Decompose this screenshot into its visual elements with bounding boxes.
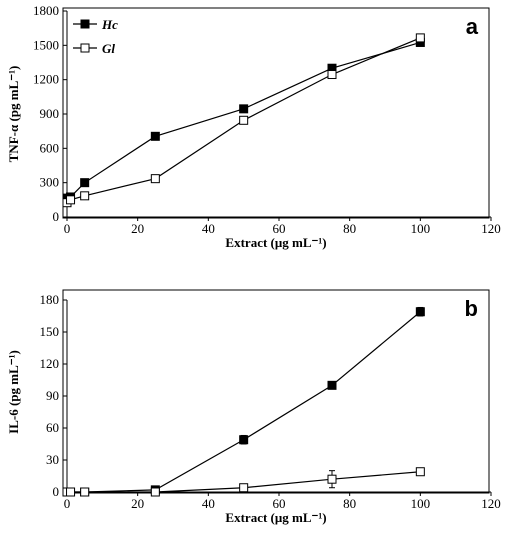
data-point-open (239, 483, 249, 493)
data-point-open (66, 195, 76, 205)
data-point-open (150, 487, 160, 497)
x-tick-label: 60 (273, 221, 286, 236)
data-point-open (327, 474, 337, 484)
y-tick-label: 120 (40, 356, 60, 371)
y-tick-label: 30 (46, 452, 59, 467)
x-tick-label: 0 (64, 221, 71, 236)
y-tick-label: 1200 (33, 72, 59, 87)
x-tick-label: 80 (343, 496, 356, 511)
legend-marker-gl (80, 43, 90, 53)
panel-b-chart: b Extract (μg mL⁻¹) IL-6 (pg mL⁻¹) 0 30 60… (6, 289, 501, 525)
y-tick-label: 60 (46, 420, 59, 435)
data-point-open (80, 487, 90, 497)
x-axis-title: Extract (μg mL⁻¹) (225, 235, 326, 250)
x-tick-label: 0 (64, 496, 71, 511)
panel-a-chart: a Extract (μg mL⁻¹) TNF-α (pg mL⁻¹) Hc G… (6, 3, 501, 250)
data-point-open (415, 467, 425, 477)
y-axis-title: IL-6 (pg mL⁻¹) (6, 350, 21, 434)
data-point-open (150, 174, 160, 184)
data-point-filled (327, 380, 337, 390)
x-tick-label: 40 (202, 496, 215, 511)
x-tick-label: 120 (481, 221, 501, 236)
x-tick-label: 100 (411, 221, 431, 236)
data-point-filled (239, 104, 249, 114)
y-axis-title: TNF-α (pg mL⁻¹) (6, 66, 21, 163)
data-point-filled (80, 178, 90, 188)
panel-label: b (465, 296, 478, 321)
legend-marker-hc (80, 19, 90, 29)
y-tick-label: 90 (46, 388, 59, 403)
x-tick-label: 20 (131, 221, 144, 236)
x-axis-title: Extract (μg mL⁻¹) (225, 510, 326, 525)
x-tick-label: 20 (131, 496, 144, 511)
data-point-filled (150, 131, 160, 141)
y-tick-label: 600 (40, 140, 60, 155)
plot-area-frame (62, 289, 490, 494)
legend-label-gl: Gl (102, 41, 115, 56)
x-tick-label: 40 (202, 221, 215, 236)
plot-area-frame (62, 7, 490, 219)
x-tick-label: 80 (343, 221, 356, 236)
y-tick-label: 0 (53, 484, 60, 499)
x-tick-label: 120 (481, 496, 501, 511)
series-line-hc (67, 311, 421, 493)
y-tick-label: 150 (40, 324, 60, 339)
data-point-open (415, 33, 425, 43)
panel-label: a (466, 14, 479, 39)
data-point-filled (239, 435, 249, 445)
x-tick-label: 60 (273, 496, 286, 511)
y-tick-label: 1800 (33, 3, 59, 18)
y-tick-label: 0 (53, 209, 60, 224)
y-tick-label: 1500 (33, 37, 59, 52)
data-point-open (327, 70, 337, 80)
y-tick-label: 900 (40, 106, 60, 121)
y-tick-label: 300 (40, 175, 60, 190)
legend: Hc Gl (73, 17, 118, 56)
data-point-filled (415, 307, 425, 317)
data-point-open (80, 191, 90, 201)
x-tick-label: 100 (411, 496, 431, 511)
legend-label-hc: Hc (101, 17, 118, 32)
data-point-open (66, 487, 76, 497)
y-tick-label: 180 (40, 292, 60, 307)
data-point-open (239, 115, 249, 125)
